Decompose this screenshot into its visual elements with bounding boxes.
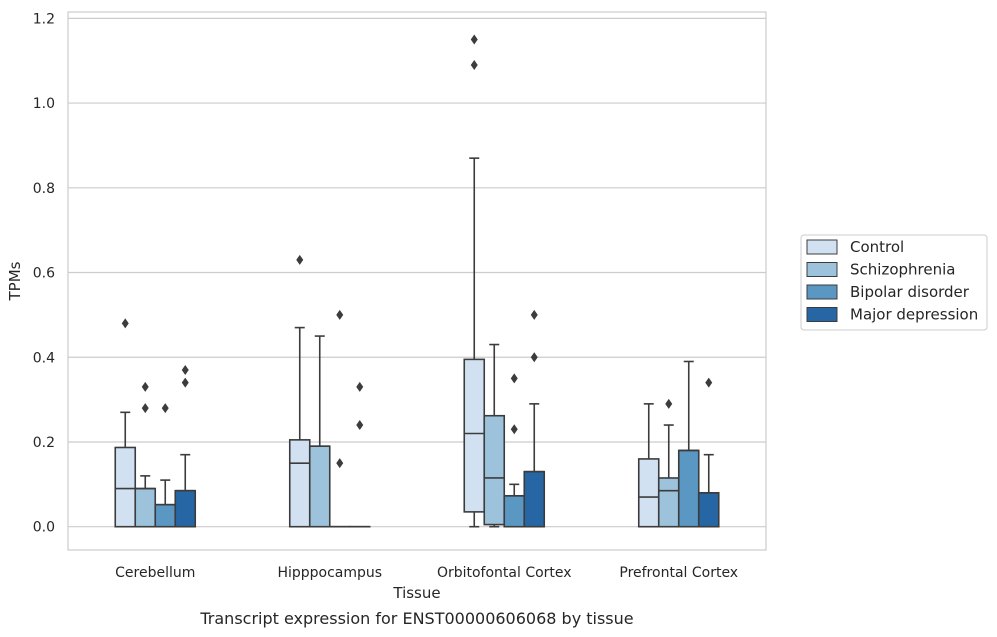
chart-caption: Transcript expression for ENST0000060606… bbox=[199, 609, 633, 628]
box-plot bbox=[308, 335, 331, 528]
outlier-point bbox=[356, 381, 364, 392]
box-body bbox=[114, 446, 137, 528]
box-plot bbox=[328, 309, 351, 528]
x-tick-label: Hipppocampus bbox=[277, 565, 382, 581]
box-plot bbox=[463, 34, 486, 528]
outlier-point bbox=[296, 254, 304, 265]
outlier-point bbox=[141, 403, 149, 414]
box-plot bbox=[348, 381, 371, 528]
box-body bbox=[697, 492, 720, 528]
box-body bbox=[308, 445, 331, 528]
box-body bbox=[677, 449, 700, 528]
outlier-point bbox=[181, 364, 189, 375]
outlier-point bbox=[665, 398, 673, 409]
x-tick-label: Cerebellum bbox=[115, 565, 195, 581]
gridlines bbox=[68, 17, 766, 528]
box-body bbox=[463, 358, 486, 513]
y-tick-label: 0.2 bbox=[33, 435, 55, 451]
x-tick-label: Orbitofontal Cortex bbox=[437, 565, 572, 581]
plot-area bbox=[67, 11, 767, 551]
y-tick-label: 1.2 bbox=[33, 11, 55, 27]
legend: Control Schizophrenia Bipolar disorder Majo… bbox=[800, 234, 988, 331]
legend-label: Major depression bbox=[850, 306, 978, 324]
legend-label: Schizophrenia bbox=[850, 261, 955, 279]
box-body bbox=[637, 458, 660, 528]
box-body bbox=[523, 470, 546, 528]
y-tick-label: 0.0 bbox=[33, 520, 55, 536]
box-plot bbox=[483, 343, 506, 528]
outlier-point bbox=[470, 34, 478, 45]
box-body bbox=[657, 477, 680, 528]
box-body bbox=[174, 489, 197, 528]
box-plot bbox=[503, 373, 526, 528]
box-plot bbox=[288, 254, 311, 528]
box-body bbox=[503, 494, 526, 528]
legend-swatch bbox=[806, 284, 838, 300]
y-tick-label: 0.4 bbox=[33, 350, 55, 366]
box-body bbox=[483, 414, 506, 526]
box-plots bbox=[114, 34, 720, 528]
box-plot bbox=[154, 403, 177, 528]
box-plot bbox=[697, 377, 720, 528]
x-tick-label: Prefrontal Cortex bbox=[619, 565, 738, 581]
legend-swatch bbox=[806, 239, 838, 255]
legend-label: Bipolar disorder bbox=[850, 283, 970, 301]
outlier-point bbox=[705, 377, 713, 388]
legend-label: Control bbox=[850, 238, 904, 256]
y-axis-title: TPMs bbox=[6, 261, 24, 301]
y-tick-labels: 0.0 0.2 0.4 0.6 0.8 1.0 1.2 bbox=[33, 11, 55, 535]
box-plot bbox=[523, 309, 546, 528]
legend-frame bbox=[800, 234, 988, 331]
outlier-point bbox=[121, 318, 129, 329]
x-axis-title: Tissue bbox=[392, 584, 440, 602]
outlier-point bbox=[336, 458, 344, 469]
outlier-point bbox=[530, 309, 538, 320]
legend-items: Control Schizophrenia Bipolar disorder Majo… bbox=[806, 238, 978, 324]
box-plot bbox=[114, 318, 137, 528]
outlier-point bbox=[470, 59, 478, 70]
box-body bbox=[154, 503, 177, 528]
y-tick-label: 1.0 bbox=[33, 96, 55, 112]
outlier-point bbox=[161, 403, 169, 414]
box-plot bbox=[174, 364, 197, 528]
box-plot bbox=[657, 398, 680, 528]
y-tick-label: 0.6 bbox=[33, 266, 55, 282]
box-body bbox=[134, 487, 157, 528]
outlier-point bbox=[141, 381, 149, 392]
legend-swatch bbox=[806, 307, 838, 322]
y-tick-label: 0.8 bbox=[33, 181, 55, 197]
box-plot bbox=[134, 381, 157, 528]
box-plot bbox=[677, 360, 700, 528]
outlier-point bbox=[356, 420, 364, 431]
outlier-point bbox=[510, 424, 518, 435]
outlier-point bbox=[510, 373, 518, 384]
outlier-point bbox=[530, 352, 538, 363]
legend-swatch bbox=[806, 262, 838, 277]
outlier-point bbox=[181, 377, 189, 388]
box-body bbox=[288, 439, 311, 528]
outlier-point bbox=[336, 309, 344, 320]
x-tick-labels: Cerebellum Hipppocampus Orbitofontal Corte… bbox=[115, 565, 738, 581]
